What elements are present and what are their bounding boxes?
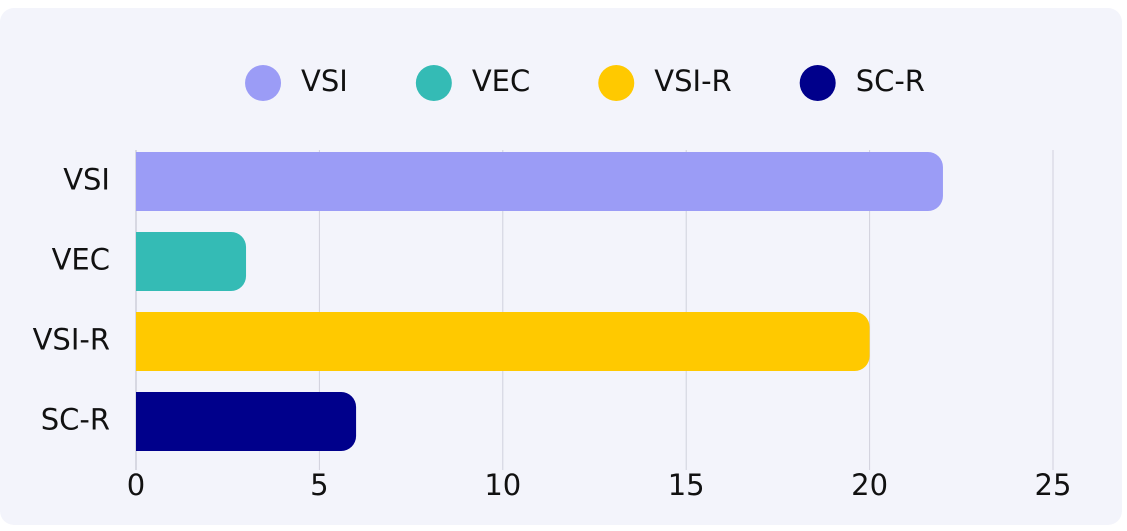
legend-item: VSI-R — [598, 64, 732, 101]
x-tick-label: 25 — [1035, 468, 1072, 502]
x-tick-label: 5 — [310, 468, 328, 502]
x-tick-label: 10 — [484, 468, 521, 502]
legend-swatch — [598, 65, 635, 101]
x-tick-label: 20 — [851, 468, 888, 502]
legend-item: VSI — [245, 64, 348, 101]
legend-item: VEC — [415, 64, 530, 101]
y-tick-label: VSI — [63, 163, 110, 197]
x-tick-label: 0 — [127, 468, 145, 502]
legend-label: VSI-R — [654, 64, 731, 98]
legend-label: VEC — [472, 64, 530, 98]
y-tick-label: VEC — [52, 243, 110, 277]
x-tick-label: 15 — [668, 468, 705, 502]
y-tick-label: SC-R — [41, 403, 110, 437]
bar — [136, 232, 247, 291]
legend-swatch — [245, 65, 282, 101]
legend-item: SC-R — [799, 64, 925, 101]
legend-swatch — [415, 65, 452, 101]
legend-label: SC-R — [856, 64, 925, 98]
y-tick-label: VSI-R — [33, 323, 110, 357]
bar — [136, 392, 357, 451]
bar — [136, 312, 870, 371]
bar — [136, 152, 943, 211]
legend-swatch — [799, 65, 836, 101]
legend-label: VSI — [301, 64, 348, 98]
